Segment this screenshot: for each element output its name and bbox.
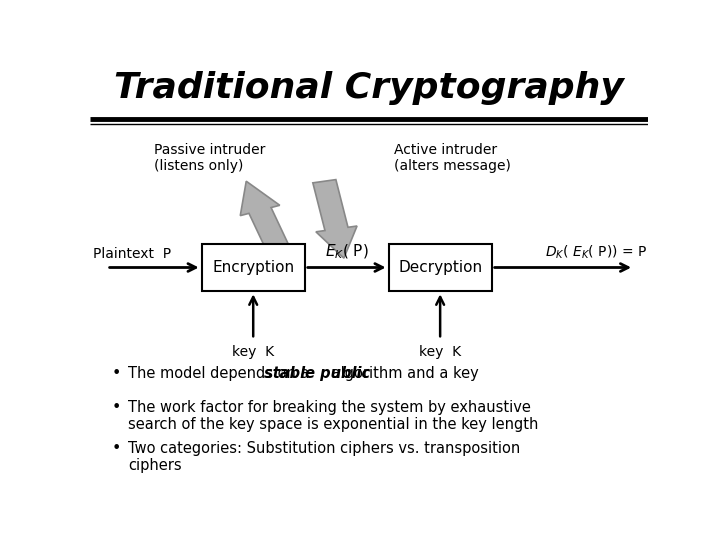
Polygon shape <box>240 181 294 261</box>
Text: •: • <box>111 366 120 381</box>
Text: •: • <box>111 400 120 415</box>
Text: The model depends on a: The model depends on a <box>128 366 314 381</box>
Text: Traditional Cryptography: Traditional Cryptography <box>114 71 624 105</box>
Text: Encryption: Encryption <box>212 260 294 275</box>
Text: $\mathit{E_K}$( P): $\mathit{E_K}$( P) <box>325 243 369 261</box>
Text: Decryption: Decryption <box>398 260 482 275</box>
Text: Passive intruder
(listens only): Passive intruder (listens only) <box>154 143 266 173</box>
FancyBboxPatch shape <box>389 244 492 292</box>
Text: Two categories: Substitution ciphers vs. transposition
ciphers: Two categories: Substitution ciphers vs.… <box>128 441 520 474</box>
Text: Plaintext  P: Plaintext P <box>93 247 171 261</box>
Text: Active intruder
(alters message): Active intruder (alters message) <box>394 143 511 173</box>
Text: key  K: key K <box>419 346 462 360</box>
FancyBboxPatch shape <box>202 244 305 292</box>
Text: $D_K$( $E_K$( P)) = P: $D_K$( $E_K$( P)) = P <box>545 244 647 261</box>
Text: key  K: key K <box>232 346 274 360</box>
Text: stable public: stable public <box>264 366 369 381</box>
Text: •: • <box>111 441 120 456</box>
Text: algorithm and a key: algorithm and a key <box>327 366 478 381</box>
Text: The work factor for breaking the system by exhaustive
search of the key space is: The work factor for breaking the system … <box>128 400 539 432</box>
Polygon shape <box>313 180 357 258</box>
